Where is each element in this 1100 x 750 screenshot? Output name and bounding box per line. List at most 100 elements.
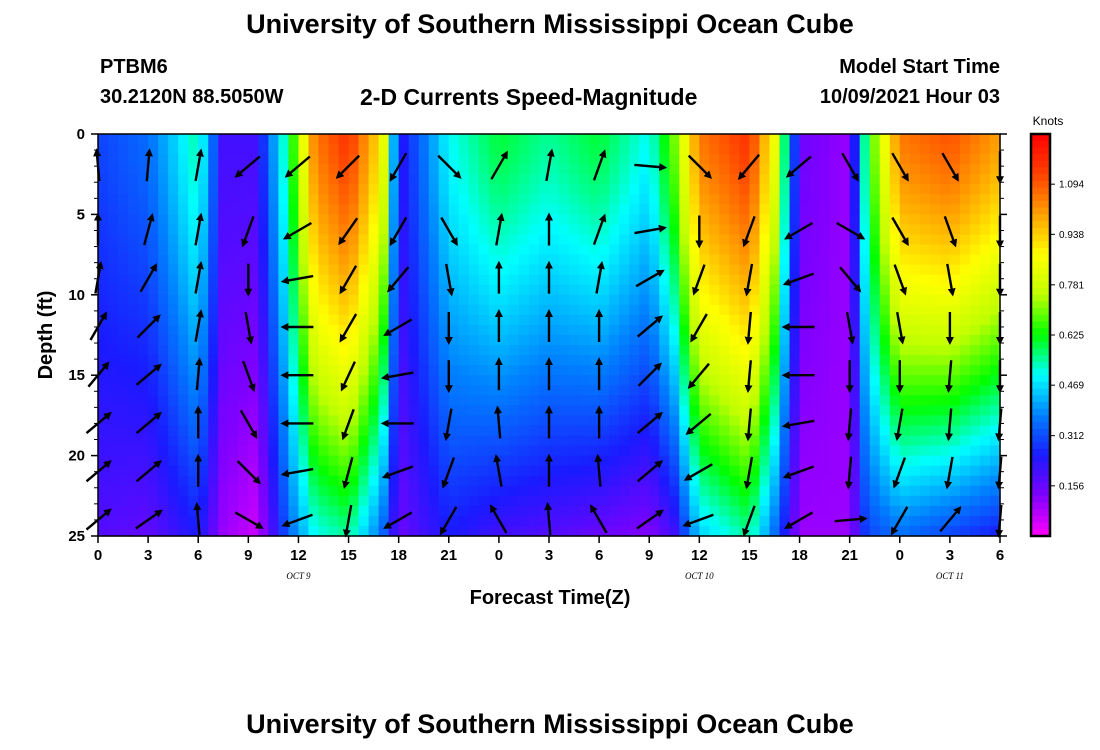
heatmap-cell — [869, 324, 881, 336]
heatmap-cell — [819, 345, 831, 356]
heatmap-cell — [158, 264, 169, 276]
heatmap-cell — [749, 375, 761, 386]
heatmap-cell — [348, 194, 360, 205]
heatmap-cell — [659, 254, 670, 266]
heatmap-cell — [979, 204, 991, 215]
heatmap-cell — [849, 345, 861, 356]
heatmap-cell — [679, 184, 690, 195]
heatmap-cell — [749, 294, 761, 306]
heatmap-cell — [939, 254, 951, 266]
heatmap-cell — [849, 134, 861, 145]
heatmap-cell — [178, 284, 189, 296]
heatmap-cell — [829, 144, 841, 155]
heatmap-cell — [138, 214, 149, 226]
heatmap-cell — [759, 184, 771, 195]
heatmap-cell — [218, 214, 229, 226]
heatmap-cell — [158, 154, 169, 165]
heatmap-cell — [589, 304, 600, 316]
heatmap-cell — [989, 515, 1001, 527]
heatmap-cell — [498, 385, 510, 396]
heatmap-cell — [649, 435, 660, 447]
heatmap-cell — [348, 234, 360, 246]
heatmap-cell — [98, 144, 109, 155]
heatmap-cell — [418, 264, 430, 276]
heatmap-cell — [458, 435, 470, 447]
heatmap-cell — [629, 425, 640, 437]
heatmap-cell — [949, 395, 961, 406]
heatmap-cell — [398, 385, 410, 396]
heatmap-cell — [188, 324, 199, 336]
heatmap-cell — [148, 355, 159, 366]
heatmap-cell — [659, 244, 670, 256]
heatmap-cell — [799, 254, 811, 266]
heatmap-cell — [719, 144, 730, 155]
heatmap-cell — [168, 375, 179, 386]
heatmap-cell — [599, 395, 610, 406]
heatmap-cell — [879, 154, 891, 165]
heatmap-cell — [869, 505, 881, 517]
heatmap-cell — [639, 445, 650, 457]
heatmap-cell — [378, 385, 390, 396]
heatmap-cell — [468, 505, 480, 517]
heatmap-cell — [128, 214, 139, 226]
heatmap-cell — [338, 375, 350, 386]
heatmap-cell — [378, 525, 390, 537]
heatmap-cell — [559, 264, 570, 276]
colorbar-tick-label: 0.938 — [1059, 230, 1084, 241]
heatmap-cell — [829, 345, 841, 356]
heatmap-cell — [549, 335, 560, 346]
heatmap-cell — [208, 234, 219, 246]
heatmap-cell — [138, 495, 149, 507]
heatmap-cell — [619, 204, 630, 215]
heatmap-cell — [108, 204, 119, 215]
heatmap-cell — [508, 355, 520, 366]
heatmap-cell — [669, 375, 680, 386]
heatmap-cell — [268, 134, 279, 145]
heatmap-cell — [438, 314, 450, 326]
colorbar-tick-label: 0.156 — [1059, 481, 1084, 492]
heatmap-cell — [699, 395, 710, 406]
heatmap-cell — [779, 164, 791, 175]
heatmap-cell — [248, 465, 259, 477]
heatmap-cell — [438, 425, 450, 437]
heatmap-cell — [538, 375, 550, 386]
heatmap-cell — [919, 525, 931, 537]
heatmap-cell — [218, 455, 229, 467]
heatmap-cell — [929, 164, 941, 175]
heatmap-cell — [919, 495, 931, 507]
heatmap-cell — [368, 184, 380, 195]
heatmap-cell — [599, 475, 610, 487]
heatmap-cell — [589, 475, 600, 487]
heatmap-cell — [579, 174, 590, 185]
heatmap-cell — [398, 445, 410, 457]
heatmap-cell — [969, 385, 981, 396]
heatmap-cell — [108, 405, 119, 416]
x-tick-label: 18 — [390, 547, 407, 564]
heatmap-cell — [418, 455, 430, 467]
heatmap-cell — [719, 455, 730, 467]
heatmap-cell — [589, 274, 600, 286]
heatmap-cell — [398, 324, 410, 336]
heatmap-cell — [969, 254, 981, 266]
heatmap-cell — [488, 194, 500, 205]
heatmap-cell — [769, 174, 781, 185]
heatmap-cell — [859, 304, 871, 316]
x-tick-label: 9 — [244, 547, 252, 564]
heatmap-cell — [148, 475, 159, 487]
heatmap-cell — [779, 485, 791, 497]
heatmap-cell — [428, 154, 440, 165]
heatmap-cell — [248, 244, 259, 256]
heatmap-cell — [629, 405, 640, 416]
heatmap-cell — [919, 184, 931, 195]
date-label: OCT 11 — [936, 571, 964, 581]
heatmap-cell — [398, 505, 410, 517]
heatmap-cell — [549, 284, 560, 296]
heatmap-cell — [448, 184, 460, 195]
heatmap-cell — [508, 405, 520, 416]
heatmap-cell — [579, 445, 590, 457]
heatmap-cell — [919, 314, 931, 326]
current-arrow — [744, 408, 753, 442]
heatmap-cell — [348, 284, 360, 296]
heatmap-cell — [268, 455, 279, 467]
heatmap-cell — [478, 525, 490, 537]
